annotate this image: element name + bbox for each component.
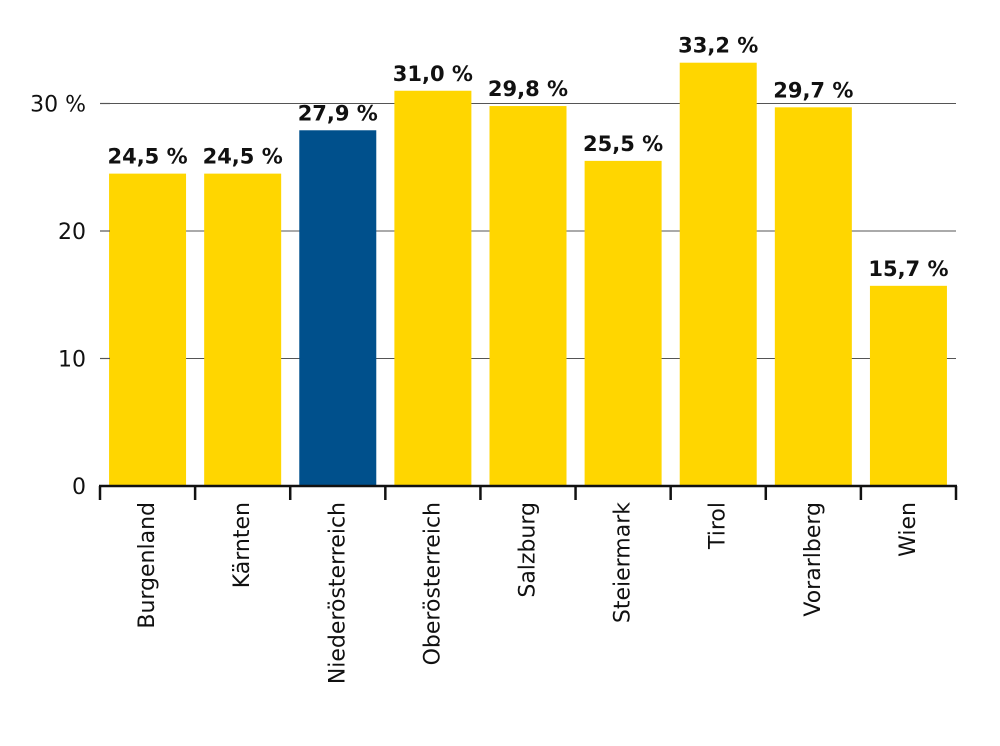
y-tick-label: 0 bbox=[72, 475, 86, 500]
y-tick-label: 10 bbox=[58, 348, 86, 373]
bar-wien bbox=[869, 285, 947, 486]
bar-kärnten bbox=[204, 173, 282, 486]
value-label: 15,7 % bbox=[868, 257, 948, 281]
category-label: Wien bbox=[896, 502, 921, 557]
category-label: Tirol bbox=[706, 502, 731, 550]
value-label: 29,7 % bbox=[773, 78, 853, 102]
axes bbox=[98, 102, 958, 500]
y-tick-label: 20 bbox=[58, 220, 86, 245]
value-label: 27,9 % bbox=[298, 101, 378, 125]
bar-oberösterreich bbox=[394, 90, 472, 486]
bar-niederösterreich bbox=[299, 130, 377, 486]
category-label: Burgenland bbox=[135, 502, 160, 629]
bar-vorarlberg bbox=[774, 107, 852, 486]
value-label: 25,5 % bbox=[583, 132, 663, 156]
bar-steiermark bbox=[584, 160, 662, 486]
bars bbox=[109, 62, 947, 487]
value-label: 29,8 % bbox=[488, 77, 568, 101]
category-label: Salzburg bbox=[516, 502, 541, 598]
value-label: 33,2 % bbox=[678, 34, 758, 58]
category-label: Niederösterreich bbox=[325, 502, 350, 684]
category-label: Oberösterreich bbox=[420, 502, 445, 665]
bar-salzburg bbox=[489, 106, 567, 487]
bar-burgenland bbox=[109, 173, 187, 486]
category-label: Kärnten bbox=[230, 502, 255, 588]
bar-tirol bbox=[679, 62, 757, 486]
value-label: 24,5 % bbox=[203, 145, 283, 169]
value-label: 24,5 % bbox=[107, 145, 187, 169]
labels: 0 10 20 30 % 24,5 % Burgenland 24,5 % Kärnten 27… bbox=[30, 34, 948, 684]
value-label: 31,0 % bbox=[393, 62, 473, 86]
category-label: Vorarlberg bbox=[801, 502, 826, 617]
y-tick-label: 30 % bbox=[30, 93, 86, 118]
category-label: Steiermark bbox=[611, 502, 636, 623]
